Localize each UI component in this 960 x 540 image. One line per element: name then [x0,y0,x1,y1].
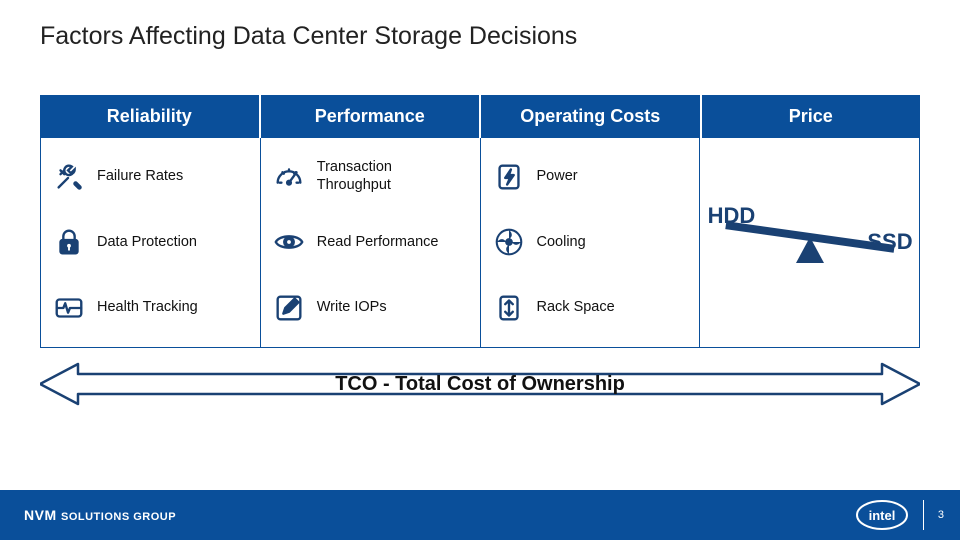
svg-text:intel: intel [869,508,896,523]
col-header-price: Price [702,95,921,138]
factors-table: Reliability Performance Operating Costs … [40,95,920,348]
tools-icon [51,159,87,195]
item-write-iops: Write IOPs [261,281,480,335]
footer-group-name: NVM SOLUTIONS GROUP [24,507,176,523]
intel-logo-icon: intel [855,498,909,532]
item-label: Write IOPs [317,299,387,316]
page-number: 3 [938,509,944,521]
gauge-icon [271,159,307,195]
item-label: Cooling [537,234,586,251]
col-header-operating-costs: Operating Costs [481,95,702,138]
footer-group-sub: SOLUTIONS GROUP [61,511,176,523]
eye-icon [271,224,307,260]
item-cooling: Cooling [481,215,700,269]
footer-group-main: NVM [24,507,61,523]
item-label: Failure Rates [97,168,183,185]
tco-label: TCO - Total Cost of Ownership [335,373,625,396]
col-reliability: Failure Rates Data Protection Health Tra… [40,138,261,348]
heartbeat-icon [51,290,87,326]
slide-footer: NVM SOLUTIONS GROUP intel 3 [0,490,960,540]
bolt-icon [491,159,527,195]
col-header-reliability: Reliability [40,95,261,138]
footer-separator [923,500,924,530]
pencil-icon [271,290,307,326]
item-read-performance: Read Performance [261,215,480,269]
col-operating-costs: Power Cooling Rack Space [481,138,701,348]
item-data-protection: Data Protection [41,215,260,269]
item-health-tracking: Health Tracking [41,281,260,335]
item-failure-rates: Failure Rates [41,150,260,204]
slide-title: Factors Affecting Data Center Storage De… [40,22,577,51]
item-label: Rack Space [537,299,615,316]
tco-arrow-banner: TCO - Total Cost of Ownership [40,360,920,408]
item-label: Transaction Throughput [317,159,470,194]
item-label: Power [537,168,578,185]
table-body-row: Failure Rates Data Protection Health Tra… [40,138,920,348]
col-header-performance: Performance [261,95,482,138]
col-performance: Transaction Throughput Read Performance … [261,138,481,348]
item-label: Read Performance [317,234,439,251]
item-power: Power [481,150,700,204]
seesaw-fulcrum [796,237,824,263]
table-header-row: Reliability Performance Operating Costs … [40,95,920,138]
lock-icon [51,224,87,260]
footer-right: intel 3 [855,498,944,532]
item-rack-space: Rack Space [481,281,700,335]
item-transaction-throughput: Transaction Throughput [261,150,480,204]
price-seesaw: HDD SSD [710,203,910,283]
item-label: Health Tracking [97,299,198,316]
updown-icon [491,290,527,326]
col-price: HDD SSD [700,138,920,348]
fan-icon [491,224,527,260]
item-label: Data Protection [97,234,197,251]
